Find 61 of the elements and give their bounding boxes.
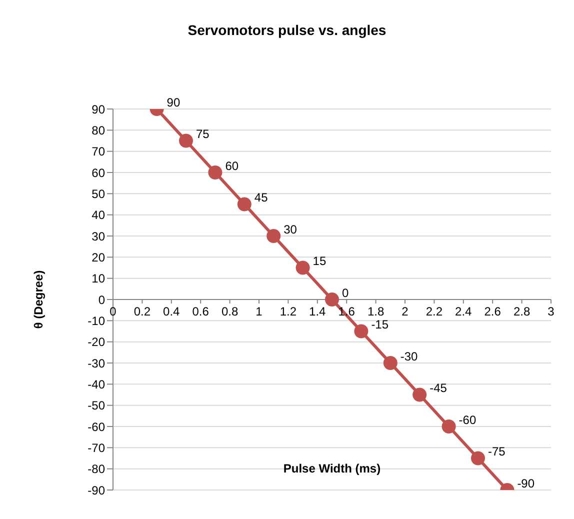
y-tick-label: 60 [92, 166, 106, 180]
y-tick-label: 0 [98, 292, 106, 307]
y-tick-label: -30 [88, 356, 106, 370]
x-tick-label: 1.8 [367, 304, 384, 318]
x-tick-label: 2.8 [513, 304, 530, 318]
x-tick-label: 2.2 [426, 304, 443, 318]
x-tick-label: 1 [256, 304, 263, 318]
y-axis-title: θ (Degree) [31, 270, 46, 329]
data-label: 30 [284, 222, 298, 236]
data-label: 90 [166, 95, 180, 110]
point [383, 356, 398, 370]
x-tick-label: 0.2 [134, 304, 151, 318]
x-tick-label: 3 [548, 304, 555, 318]
x-tick-label: 2 [402, 304, 409, 318]
y-tick-label: 70 [92, 144, 106, 159]
data-label: -30 [400, 349, 418, 364]
data-label: 60 [225, 158, 239, 173]
y-tick-label: -50 [88, 398, 106, 413]
x-tick-label: 0.8 [221, 304, 238, 318]
x-tick-label: 0.6 [192, 304, 210, 318]
data-label: 75 [196, 127, 210, 142]
point [325, 292, 339, 306]
x-axis-title: Pulse Width (ms) [283, 462, 381, 476]
y-tick-label: -20 [88, 335, 106, 350]
y-tick-label: -70 [88, 440, 106, 455]
data-label: -45 [430, 381, 448, 396]
y-tick-label: -10 [88, 314, 106, 328]
y-tick-label: -90 [88, 483, 106, 498]
x-tick-label: 2.4 [455, 304, 472, 318]
point [442, 420, 456, 434]
x-tick-label: 1.2 [280, 304, 297, 318]
point [179, 134, 193, 148]
y-tick-label: -60 [88, 420, 106, 434]
point [208, 166, 222, 180]
point [237, 197, 252, 212]
y-tick-label: 20 [92, 250, 106, 264]
y-tick-label: -80 [88, 462, 106, 476]
data-label: 15 [312, 254, 326, 268]
y-tick-label: 50 [92, 186, 106, 201]
data-label: -15 [371, 318, 389, 332]
y-tick-label: 90 [92, 102, 106, 116]
data-label: 0 [342, 286, 349, 300]
y-tick-label: 40 [92, 208, 106, 222]
x-tick-label: 1.4 [309, 304, 326, 318]
point [266, 229, 281, 243]
point [296, 260, 310, 275]
y-tick-label: -40 [88, 377, 106, 392]
y-tick-label: 10 [92, 272, 106, 286]
data-label: -75 [488, 444, 506, 459]
data-label: -90 [517, 476, 535, 490]
data-label: 45 [254, 190, 268, 205]
point [471, 451, 485, 466]
y-tick-label: 80 [92, 123, 106, 138]
point [354, 324, 368, 338]
point [412, 388, 427, 402]
x-tick-label: 0.4 [163, 304, 180, 318]
x-tick-label: 2.6 [484, 304, 502, 318]
data-label: -60 [458, 412, 476, 427]
chart-title: Servomotors pulse vs. angles [186, 21, 388, 40]
x-tick-label: 0 [110, 304, 117, 318]
y-tick-label: 30 [92, 229, 106, 244]
